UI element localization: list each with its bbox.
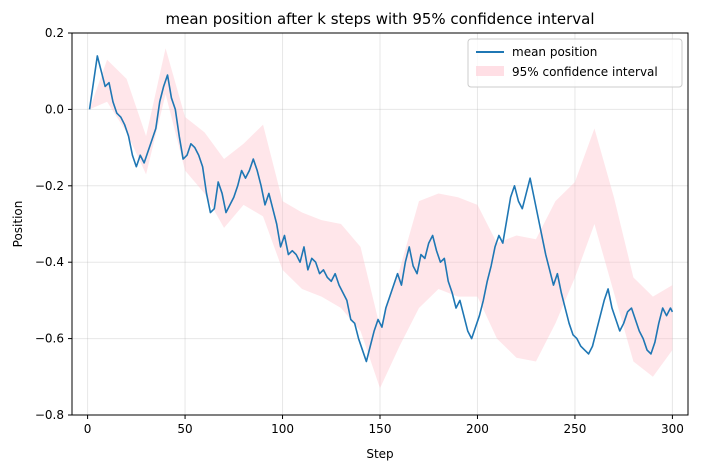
y-tick-label: −0.8 (35, 408, 64, 422)
x-tick-label: 250 (563, 422, 586, 436)
chart-title: mean position after k steps with 95% con… (166, 10, 595, 28)
y-tick-label: 0.0 (45, 102, 64, 116)
y-axis-ticks: −0.8 −0.6 −0.4 −0.2 0.0 0.2 (35, 26, 72, 422)
x-tick-label: 100 (271, 422, 294, 436)
confidence-band-layer (89, 48, 673, 389)
confidence-band (89, 48, 673, 389)
y-tick-label: −0.2 (35, 179, 64, 193)
x-tick-label: 300 (661, 422, 684, 436)
x-tick-label: 200 (466, 422, 489, 436)
x-tick-label: 50 (177, 422, 192, 436)
y-tick-label: −0.6 (35, 332, 64, 346)
legend-label-mean-position: mean position (512, 45, 597, 59)
x-axis-label: Step (366, 447, 393, 461)
x-axis-ticks: 0 50 100 150 200 250 300 (84, 415, 684, 436)
legend-swatch-confidence-interval (476, 66, 504, 76)
y-tick-label: −0.4 (35, 255, 64, 269)
mean-position-line (88, 55, 674, 363)
x-tick-label: 150 (369, 422, 392, 436)
y-tick-label: 0.2 (45, 26, 64, 40)
x-tick-label: 0 (84, 422, 92, 436)
legend-label-confidence-interval: 95% confidence interval (512, 65, 658, 79)
legend: mean position 95% confidence interval (467, 38, 683, 88)
legend-box (467, 38, 683, 88)
y-axis-label: Position (11, 201, 25, 248)
mean-line-layer (88, 55, 674, 363)
